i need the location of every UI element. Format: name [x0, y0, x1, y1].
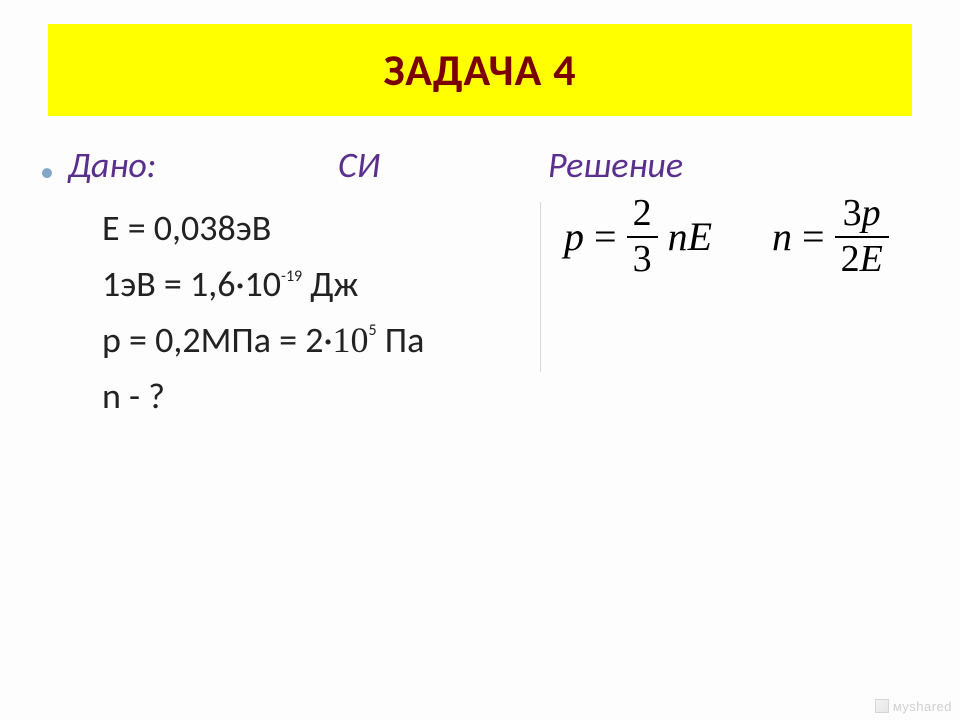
f2-fraction: 3p 2E	[835, 194, 889, 280]
f1-num: 2	[627, 194, 658, 234]
column-headers: • Дано: СИ Решение	[40, 140, 920, 191]
header-given: Дано:	[68, 140, 338, 191]
formula-1: p = 2 3 nE	[564, 194, 712, 280]
formula-2: n = 3p 2E	[772, 194, 889, 280]
title-text: ЗАДАЧА 4	[383, 43, 576, 97]
given-3-unit: Па	[377, 318, 425, 362]
watermark-icon	[875, 699, 889, 713]
given-line-4: n - ?	[102, 369, 920, 425]
f1-lhs: p	[564, 213, 584, 260]
title-bar: ЗАДАЧА 4	[48, 24, 912, 116]
given-3-val1: 0,2МПа = 2·	[155, 318, 332, 362]
column-divider	[540, 202, 541, 372]
given-2-unit: Дж	[302, 262, 358, 306]
f1-fraction: 2 3	[627, 194, 658, 280]
given-1-val: 0,038эВ	[154, 206, 272, 250]
given-2-prefix: 1эВ =	[102, 262, 190, 306]
header-solution: Решение	[548, 140, 683, 191]
given-3-ten: 10	[333, 320, 369, 360]
equals-sign: =	[594, 213, 617, 260]
solution-formulas: p = 2 3 nE n = 3p 2E	[564, 194, 889, 280]
given-3-exp: 5	[369, 321, 377, 340]
watermark-text: мyshared	[893, 699, 952, 714]
given-2-val: 1,6·10	[190, 262, 281, 306]
f1-rhs: nE	[668, 213, 712, 260]
f1-den: 3	[627, 240, 658, 280]
f2-lhs: n	[772, 213, 792, 260]
given-3-prefix: р =	[102, 318, 155, 362]
given-line-3: р = 0,2МПа = 2·105 Па	[102, 313, 920, 369]
equals-sign: =	[802, 213, 825, 260]
watermark: мyshared	[875, 699, 952, 714]
content-area: • Дано: СИ Решение E = 0,038эВ 1эВ = 1,6…	[40, 140, 920, 424]
f2-num: 3p	[837, 194, 887, 234]
header-si: СИ	[338, 140, 548, 191]
given-2-exp: -19	[281, 267, 302, 286]
bullet-icon: •	[40, 152, 54, 191]
given-1-prefix: E =	[102, 206, 154, 250]
f2-den: 2E	[835, 240, 889, 280]
